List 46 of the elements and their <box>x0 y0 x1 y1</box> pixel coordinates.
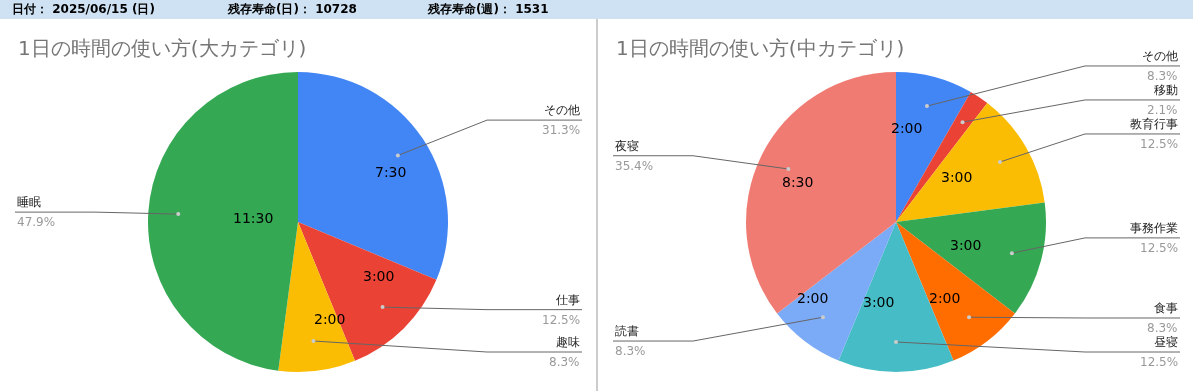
data-label: 2.1% <box>1147 103 1178 117</box>
pie-slice <box>896 222 1015 361</box>
data-label: 12.5% <box>1140 355 1179 369</box>
data-label: 12.5% <box>1140 241 1179 255</box>
text: 3:00 <box>863 294 895 310</box>
chart-title: 1日の時間の使い方(中カテゴリ) <box>616 36 905 60</box>
slice-label: 睡眠 <box>17 195 41 209</box>
data-label: 12.5% <box>1140 137 1179 151</box>
data-label: 8.3% <box>615 344 646 358</box>
pie-slice <box>896 202 1046 314</box>
slice-label: その他 <box>1142 49 1178 63</box>
pie-slice <box>278 222 355 372</box>
text: 3:00 <box>363 268 395 284</box>
slice-label: その他 <box>544 103 580 117</box>
slice-label: 趣味 <box>556 335 580 349</box>
data-label: 12.5% <box>542 313 581 327</box>
slice-label: 仕事 <box>555 293 580 307</box>
text: 2:00 <box>314 311 346 327</box>
text: 残存寿命(週)： 1531 <box>427 2 549 16</box>
data-label: 47.9% <box>17 215 56 229</box>
slice-label: 昼寝 <box>1154 335 1178 349</box>
slice-label: 読書 <box>615 324 639 338</box>
pie-slice <box>298 222 437 361</box>
slice-label: 夜寝 <box>615 139 639 153</box>
chart-title: 1日の時間の使い方(大カテゴリ) <box>18 36 307 60</box>
text: 3:00 <box>941 169 973 185</box>
text: 7:30 <box>375 164 407 180</box>
text: 2:00 <box>797 290 829 306</box>
pie-slice <box>777 222 896 361</box>
data-label: 31.3% <box>542 123 581 137</box>
pie-slice <box>148 72 298 371</box>
slice-label: 教育行事 <box>1130 117 1178 131</box>
data-label: 35.4% <box>615 159 654 173</box>
text: 2:00 <box>929 290 961 306</box>
data-label: 8.3% <box>549 355 580 369</box>
text: 残存寿命(日)： 10728 <box>227 2 357 16</box>
data-label: 8.3% <box>1147 321 1178 335</box>
pie-slice <box>298 72 448 280</box>
text: 3:00 <box>950 237 982 253</box>
text: 8:30 <box>782 174 814 190</box>
data-label: 8.3% <box>1147 69 1178 83</box>
slice-label: 食事 <box>1154 301 1178 315</box>
text: 11:30 <box>233 210 274 226</box>
text: 日付： 2025/06/15 (日) <box>12 2 155 16</box>
slice-label: 事務作業 <box>1130 221 1178 235</box>
slice-label: 移動 <box>1154 83 1178 97</box>
